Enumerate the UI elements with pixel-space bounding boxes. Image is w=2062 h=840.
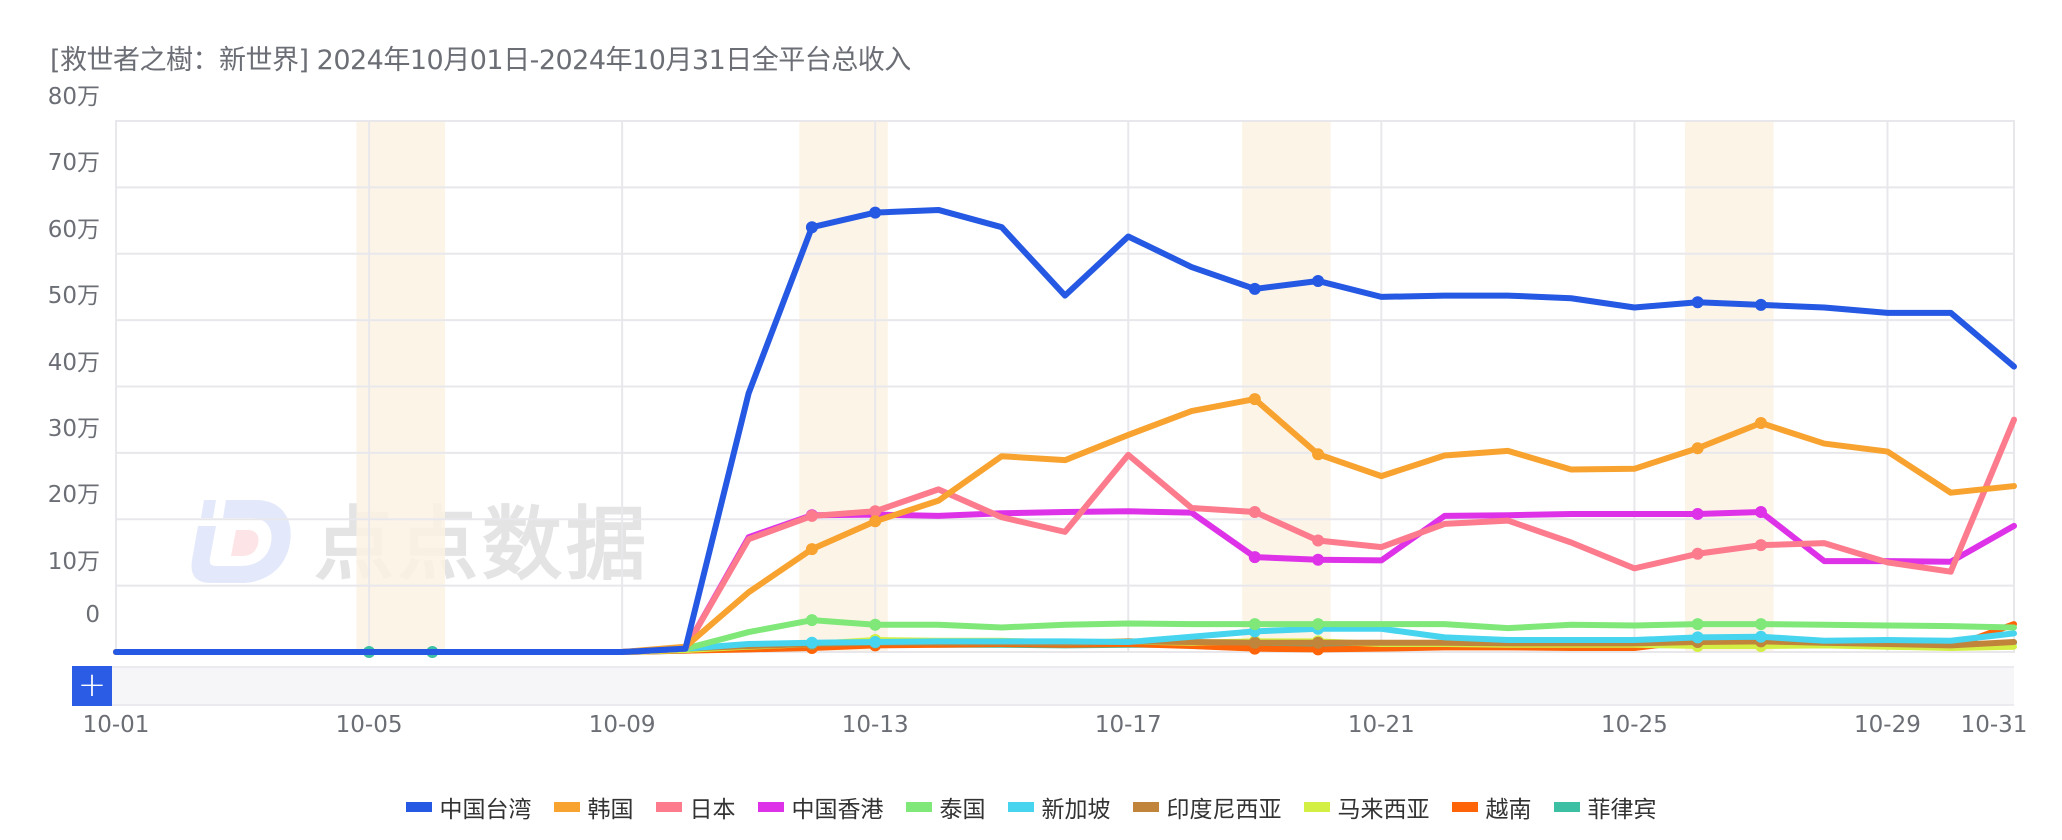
legend-swatch-icon bbox=[757, 802, 784, 812]
legend-item[interactable]: 泰国 bbox=[905, 790, 986, 824]
data-point[interactable] bbox=[1248, 551, 1261, 564]
data-zoom-slider[interactable] bbox=[72, 666, 2014, 706]
x-tick-label: 10-29 bbox=[1854, 712, 1921, 738]
legend-swatch-icon bbox=[1303, 802, 1330, 812]
data-point[interactable] bbox=[1754, 630, 1767, 643]
x-tick-label: 10-31 bbox=[1960, 712, 2028, 738]
data-point[interactable] bbox=[805, 614, 818, 627]
legend-label: 新加坡 bbox=[1041, 797, 1111, 823]
data-point[interactable] bbox=[1691, 618, 1704, 631]
data-point[interactable] bbox=[1754, 539, 1767, 552]
data-point[interactable] bbox=[869, 618, 882, 631]
data-point[interactable] bbox=[1691, 631, 1704, 644]
data-point[interactable] bbox=[1691, 296, 1704, 309]
legend-item[interactable]: 菲律宾 bbox=[1553, 790, 1657, 824]
add-button[interactable]: + bbox=[72, 666, 112, 706]
y-tick-label: 20万 bbox=[47, 482, 100, 509]
x-tick-label: 10-05 bbox=[335, 712, 403, 738]
data-point[interactable] bbox=[1691, 547, 1704, 560]
data-point[interactable] bbox=[805, 636, 818, 649]
y-tick-label: 10万 bbox=[47, 548, 100, 575]
legend-label: 中国香港 bbox=[791, 797, 884, 823]
x-tick-label: 10-01 bbox=[82, 712, 150, 738]
y-tick-label: 80万 bbox=[47, 84, 100, 110]
data-point[interactable] bbox=[1312, 448, 1325, 461]
legend-label: 越南 bbox=[1485, 797, 1532, 823]
y-tick-label: 60万 bbox=[47, 216, 100, 243]
data-point[interactable] bbox=[1312, 274, 1325, 287]
data-point[interactable] bbox=[869, 515, 882, 528]
legend-swatch-icon bbox=[1451, 802, 1478, 812]
y-tick-label: 0 bbox=[85, 602, 100, 628]
legend: 中国台湾 韩国 日本 中国香港 泰国 新加坡 印度尼西亚 马来西亚 越南 菲律宾 bbox=[0, 790, 2062, 824]
legend-item[interactable]: 新加坡 bbox=[1007, 790, 1111, 824]
data-point[interactable] bbox=[805, 221, 818, 234]
y-tick-label: 30万 bbox=[47, 415, 100, 442]
data-point[interactable] bbox=[1754, 505, 1767, 518]
data-point[interactable] bbox=[1248, 505, 1261, 518]
legend-swatch-icon bbox=[553, 802, 580, 812]
y-tick-label: 50万 bbox=[47, 283, 100, 310]
chart-title: [救世者之樹：新世界] 2024年10月01日-2024年10月31日全平台总收… bbox=[50, 45, 911, 76]
watermark-logo-icon bbox=[191, 500, 291, 583]
legend-swatch-icon bbox=[405, 802, 432, 812]
legend-swatch-icon bbox=[1007, 802, 1034, 812]
legend-swatch-icon bbox=[1553, 802, 1580, 812]
x-tick-label: 10-25 bbox=[1600, 712, 1668, 738]
legend-label: 印度尼西亚 bbox=[1166, 797, 1282, 823]
x-tick-label: 10-21 bbox=[1347, 712, 1415, 738]
data-point[interactable] bbox=[1691, 507, 1704, 520]
data-point[interactable] bbox=[869, 206, 882, 219]
legend-item[interactable]: 印度尼西亚 bbox=[1132, 790, 1282, 824]
data-point[interactable] bbox=[1312, 553, 1325, 566]
legend-label: 中国台湾 bbox=[439, 797, 532, 823]
legend-item[interactable]: 越南 bbox=[1451, 790, 1532, 824]
legend-label: 马来西亚 bbox=[1337, 797, 1430, 823]
legend-item[interactable]: 中国香港 bbox=[757, 790, 884, 824]
data-point[interactable] bbox=[1754, 417, 1767, 430]
legend-label: 韩国 bbox=[587, 797, 634, 823]
data-point[interactable] bbox=[1312, 636, 1325, 649]
data-point[interactable] bbox=[805, 509, 818, 522]
y-tick-label: 70万 bbox=[47, 150, 100, 177]
legend-swatch-icon bbox=[905, 802, 932, 812]
legend-item[interactable]: 马来西亚 bbox=[1303, 790, 1430, 824]
data-point[interactable] bbox=[1754, 298, 1767, 311]
legend-label: 泰国 bbox=[939, 797, 986, 823]
data-point[interactable] bbox=[1248, 618, 1261, 631]
legend-label: 菲律宾 bbox=[1587, 797, 1657, 823]
x-tick-label: 10-13 bbox=[841, 712, 909, 738]
data-point[interactable] bbox=[1248, 282, 1261, 295]
data-point[interactable] bbox=[805, 543, 818, 556]
data-point[interactable] bbox=[1248, 636, 1261, 649]
data-point[interactable] bbox=[1248, 393, 1261, 406]
data-point[interactable] bbox=[1312, 618, 1325, 631]
data-point[interactable] bbox=[869, 636, 882, 649]
data-point[interactable] bbox=[1691, 442, 1704, 455]
legend-item[interactable]: 韩国 bbox=[553, 790, 634, 824]
legend-item[interactable]: 日本 bbox=[655, 790, 736, 824]
legend-swatch-icon bbox=[655, 802, 682, 812]
data-point[interactable] bbox=[869, 505, 882, 518]
data-point[interactable] bbox=[1754, 618, 1767, 631]
x-tick-label: 10-09 bbox=[588, 712, 656, 738]
x-tick-label: 10-17 bbox=[1094, 712, 1162, 738]
legend-item[interactable]: 中国台湾 bbox=[405, 790, 532, 824]
legend-swatch-icon bbox=[1132, 802, 1159, 812]
y-tick-label: 40万 bbox=[47, 349, 100, 376]
data-point[interactable] bbox=[1312, 534, 1325, 547]
legend-label: 日本 bbox=[689, 797, 736, 823]
